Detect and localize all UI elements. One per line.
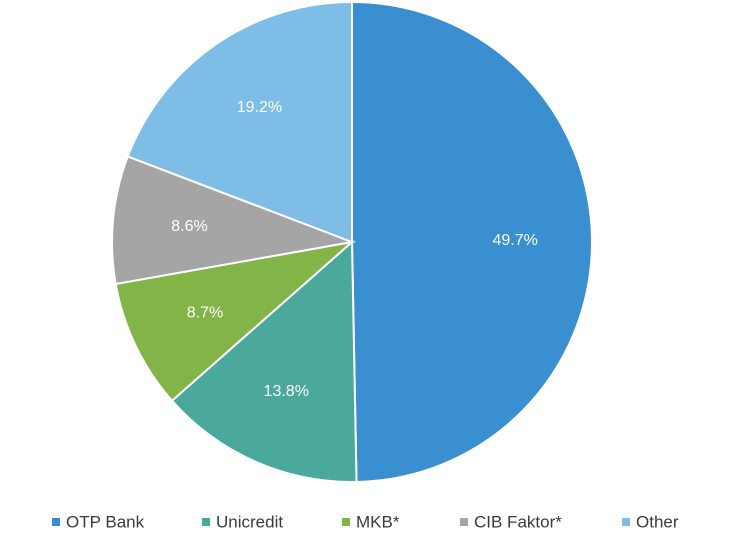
legend-swatch-mkb xyxy=(342,518,350,526)
data-label-otp-bank: 49.7% xyxy=(493,232,538,249)
legend-label-mkb: MKB* xyxy=(356,513,400,532)
legend-label-other: Other xyxy=(636,513,679,532)
legend-label-otp-bank: OTP Bank xyxy=(66,513,145,532)
legend-label-unicredit: Unicredit xyxy=(216,513,283,532)
legend-swatch-cib-faktor xyxy=(460,518,468,526)
pie-slice-cib-faktor xyxy=(111,155,356,286)
data-label-cib-faktor: 8.6% xyxy=(171,218,207,235)
legend-item-otp-bank: OTP Bank xyxy=(52,513,145,532)
legend: OTP Bank Unicredit MKB* CIB Faktor* Other xyxy=(52,513,679,532)
legend-swatch-other xyxy=(622,518,630,526)
legend-item-cib-faktor: CIB Faktor* xyxy=(460,513,562,532)
data-label-unicredit: 13.8% xyxy=(264,383,309,400)
pie-slice-unicredit xyxy=(170,239,358,483)
pie-data-labels: 49.7% 13.8% 8.7% 8.6% 19.2% xyxy=(171,99,538,400)
data-label-other: 19.2% xyxy=(237,99,282,116)
pie-slice-other xyxy=(126,0,353,244)
pie-slices xyxy=(111,0,593,483)
legend-swatch-otp-bank xyxy=(52,518,60,526)
legend-label-cib-faktor: CIB Faktor* xyxy=(474,513,562,532)
legend-item-mkb: MKB* xyxy=(342,513,400,532)
pie-slice-mkb xyxy=(114,240,356,403)
data-label-mkb: 8.7% xyxy=(187,304,223,321)
legend-item-other: Other xyxy=(622,513,679,532)
pie-slice-otp-bank xyxy=(351,0,593,483)
legend-swatch-unicredit xyxy=(202,518,210,526)
legend-item-unicredit: Unicredit xyxy=(202,513,283,532)
